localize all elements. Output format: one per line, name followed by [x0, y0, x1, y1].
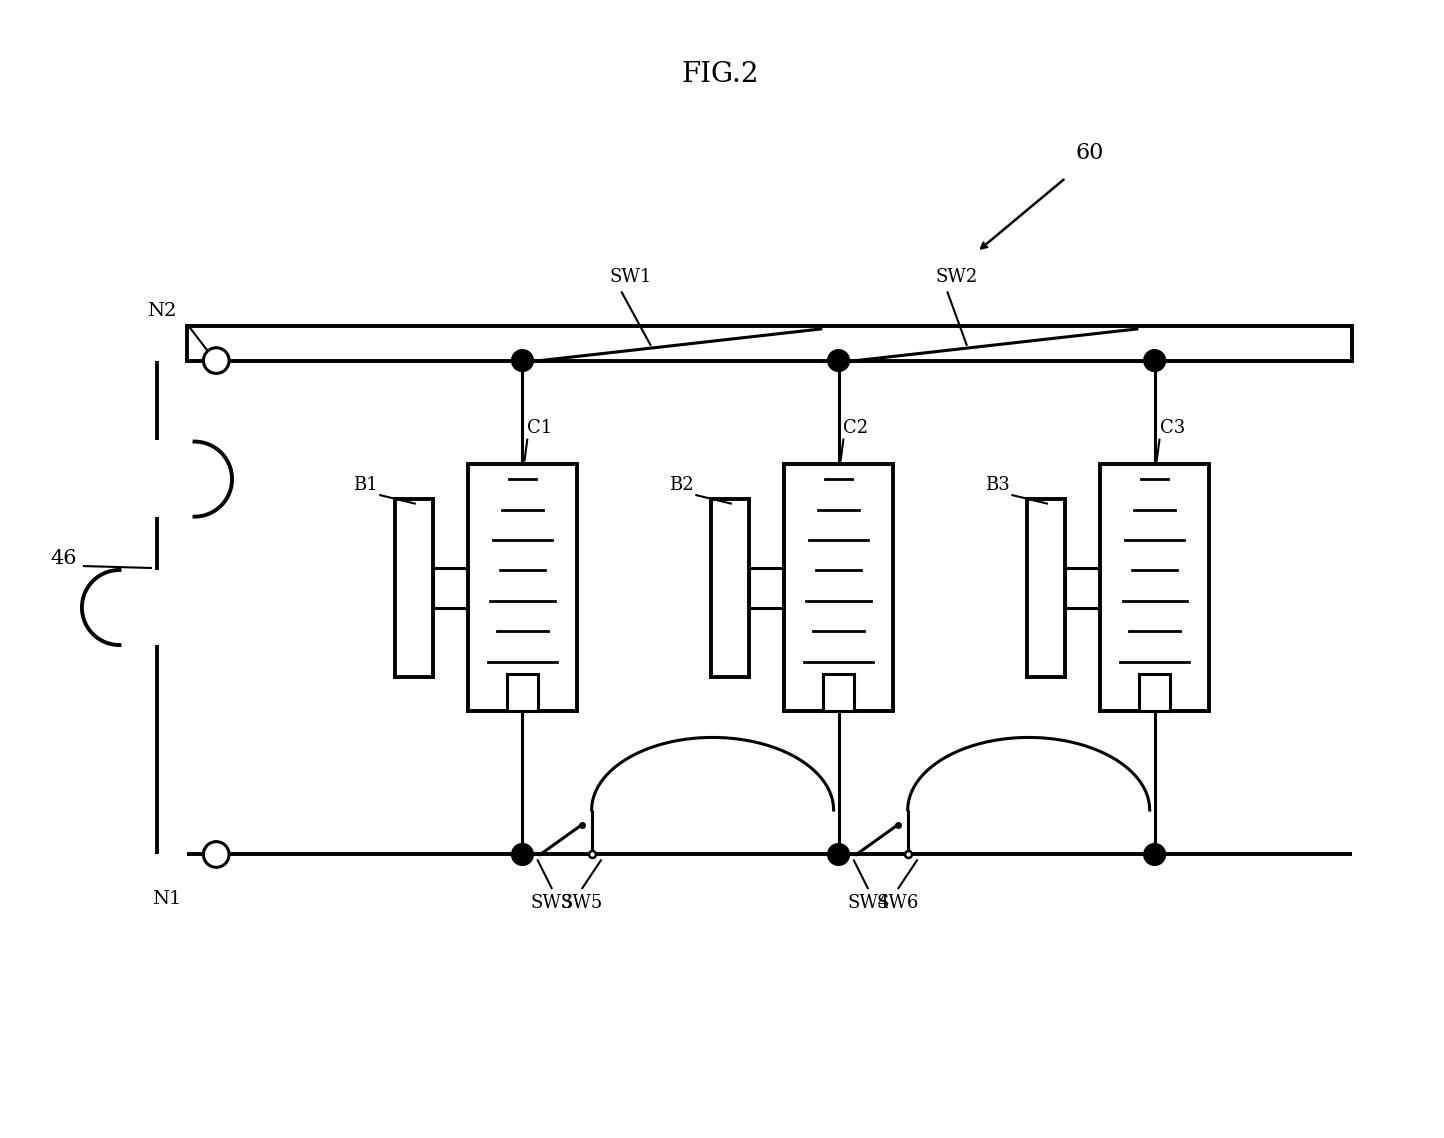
Circle shape	[204, 842, 230, 867]
Bar	[396, 498, 433, 677]
Bar	[784, 464, 892, 711]
Bar	[1100, 464, 1209, 711]
Text: 60: 60	[1076, 142, 1105, 164]
Bar	[507, 674, 539, 711]
Text: SW2: SW2	[936, 269, 978, 287]
Text: N1: N1	[152, 890, 182, 908]
Circle shape	[827, 349, 849, 371]
Bar	[1139, 674, 1171, 711]
Text: FIG.2: FIG.2	[682, 60, 758, 88]
Text: SW5: SW5	[560, 894, 602, 912]
Text: B1: B1	[352, 476, 377, 494]
Text: C3: C3	[1160, 419, 1186, 437]
Text: SW4: SW4	[848, 894, 890, 912]
Bar	[710, 498, 748, 677]
Circle shape	[511, 349, 533, 371]
Text: B3: B3	[985, 476, 1009, 494]
Circle shape	[827, 843, 849, 865]
Bar	[186, 325, 1352, 361]
Text: C1: C1	[527, 419, 553, 437]
Text: N2: N2	[147, 303, 176, 320]
Text: B2: B2	[669, 476, 693, 494]
Text: C2: C2	[843, 419, 869, 437]
Bar	[468, 464, 576, 711]
Bar	[1027, 498, 1064, 677]
Text: 46: 46	[51, 549, 77, 568]
Text: SW6: SW6	[877, 894, 918, 912]
Text: SW3: SW3	[531, 894, 573, 912]
Text: SW1: SW1	[609, 269, 653, 287]
Circle shape	[511, 843, 533, 865]
Circle shape	[1144, 843, 1165, 865]
Bar	[823, 674, 855, 711]
Circle shape	[1144, 349, 1165, 371]
Circle shape	[204, 348, 230, 373]
